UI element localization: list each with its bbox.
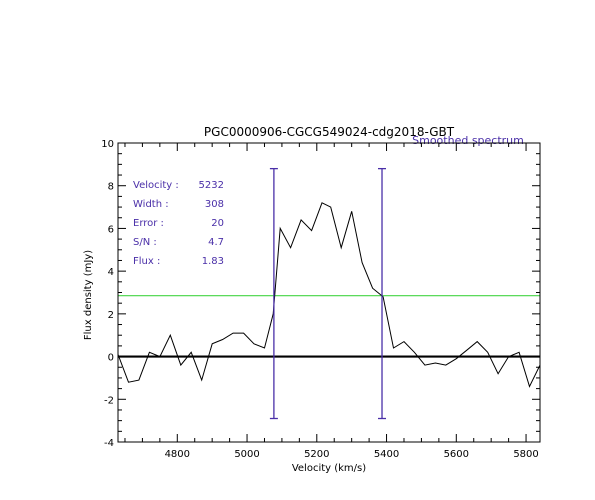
x-axis-label: Velocity (km/s) xyxy=(292,463,366,474)
plot-area xyxy=(117,167,541,420)
annotation-value: 1.83 xyxy=(202,256,224,267)
y-tick-label: -4 xyxy=(104,438,114,449)
annotation-value: 5232 xyxy=(199,180,224,191)
y-tick-label: 10 xyxy=(101,139,114,150)
annotation-label: Error : xyxy=(133,218,164,229)
y-tick-label: 0 xyxy=(108,353,114,364)
x-tick-label: 4800 xyxy=(165,449,190,460)
x-tick-label: 5600 xyxy=(444,449,469,460)
y-tick-label: 8 xyxy=(108,182,114,193)
annotation-value: 4.7 xyxy=(208,237,224,248)
x-tick-label: 5200 xyxy=(304,449,329,460)
x-tick-label: 5400 xyxy=(374,449,399,460)
y-axis-label: Flux density (mJy) xyxy=(83,250,94,340)
annotation-label: S/N : xyxy=(133,237,157,248)
chart-title: PGC0000906-CGCG549024-cdg2018-GBT xyxy=(204,125,455,139)
spectrum-line xyxy=(117,202,541,388)
legend-label: Smoothed spectrum xyxy=(412,134,524,147)
y-tick-label: -2 xyxy=(104,395,114,406)
y-tick-label: 2 xyxy=(108,310,114,321)
annotation-label: Width : xyxy=(133,199,169,210)
x-tick-label: 5000 xyxy=(234,449,259,460)
measurement-annotations: Velocity : 5232 Width : 308 Error : 20 S/N : 4.… xyxy=(133,180,224,267)
y-tick-label: 6 xyxy=(108,224,114,235)
annotation-label: Flux : xyxy=(133,256,160,267)
y-tick-label: 4 xyxy=(108,267,114,278)
annotation-value: 20 xyxy=(211,218,224,229)
axes: 4800 5000 5200 5400 5600 5800 -4 -2 0 2 4 6 8 10 xyxy=(101,139,541,460)
x-tick-label: 5800 xyxy=(513,449,538,460)
annotation-label: Velocity : xyxy=(133,180,179,191)
annotation-value: 308 xyxy=(205,199,224,210)
